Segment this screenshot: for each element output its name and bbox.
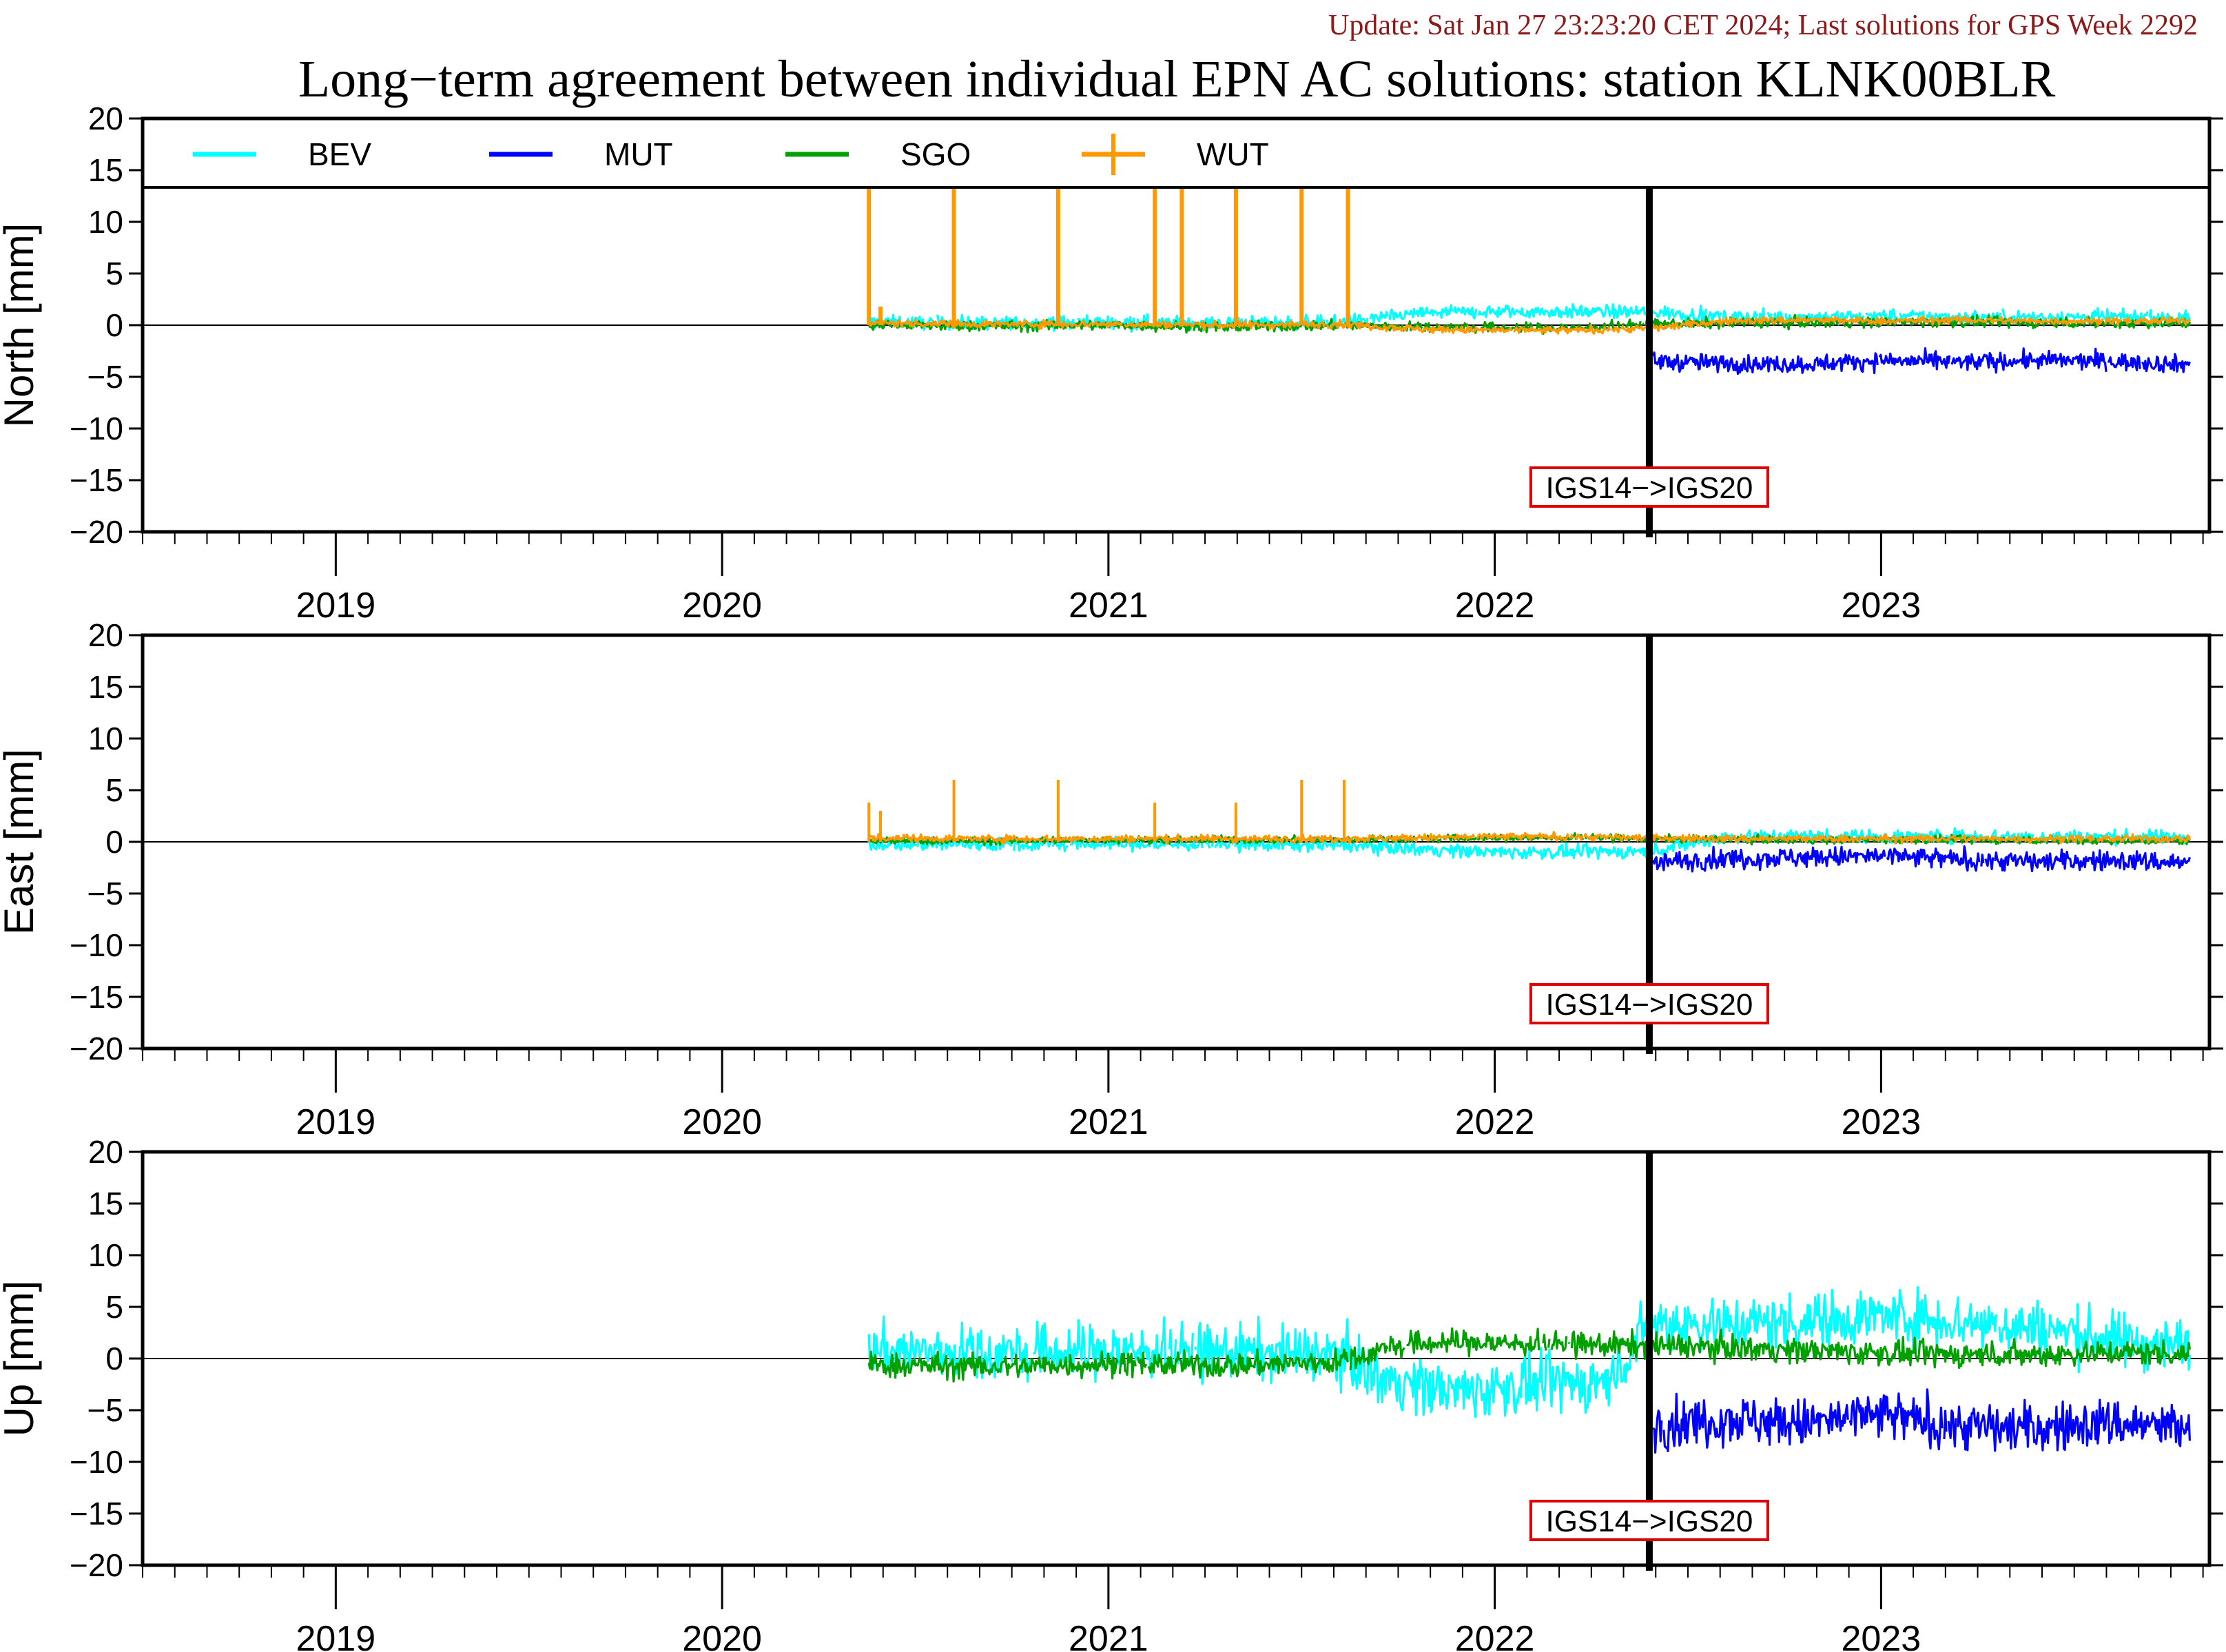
x-tick-label: 2020 bbox=[682, 586, 762, 626]
y-axis-label: Up [mm] bbox=[0, 1281, 42, 1437]
series-group bbox=[867, 780, 2192, 873]
x-tick-label: 2019 bbox=[296, 586, 376, 626]
y-axis-label: North [mm] bbox=[0, 223, 42, 428]
y-tick-label: 15 bbox=[88, 152, 123, 188]
legend-label-sgo: SGO bbox=[900, 136, 971, 172]
y-tick-label: 5 bbox=[105, 772, 123, 808]
y-tick-label: 10 bbox=[88, 721, 123, 756]
chart-title: Long−term agreement between individual E… bbox=[298, 50, 2056, 108]
annotation-box bbox=[1529, 1500, 1769, 1541]
series-group bbox=[867, 1286, 2192, 1454]
panel-3: IGS14−>IGS20 20 15 10 5 0 −5 −10 −15 −20 Up [mm] 20… bbox=[0, 1134, 2223, 1652]
x-tick-label: 2021 bbox=[1069, 1102, 1148, 1142]
y-tick-label: −20 bbox=[70, 514, 123, 550]
x-tick-label: 2020 bbox=[682, 1619, 762, 1652]
y-tick-label: −10 bbox=[70, 411, 123, 446]
x-tick-label: 2023 bbox=[1842, 1619, 1921, 1652]
series-line-sgo bbox=[867, 1327, 2192, 1383]
x-tick-label: 2023 bbox=[1842, 1102, 1921, 1142]
y-tick-label: −20 bbox=[70, 1547, 123, 1583]
legend-label-wut: WUT bbox=[1197, 136, 1269, 172]
y-tick-label: 5 bbox=[105, 1289, 123, 1325]
legend-label-mut: MUT bbox=[604, 136, 673, 172]
y-tick-label: 0 bbox=[105, 307, 123, 343]
y-tick-label: −10 bbox=[70, 1444, 123, 1480]
y-tick-label: 20 bbox=[88, 1134, 123, 1170]
annotation-box bbox=[1529, 983, 1769, 1024]
y-tick-label: −10 bbox=[70, 927, 123, 963]
y-axis-label: East [mm] bbox=[0, 749, 42, 935]
legend-bg bbox=[143, 118, 2209, 187]
panel-1: IGS14−>IGS20 BEV MUT SGO WUT 20 15 10 5 0 −5 −10 −15… bbox=[0, 101, 2223, 626]
y-tick-label: −5 bbox=[87, 1392, 123, 1428]
annotation-label: IGS14−>IGS20 bbox=[1545, 471, 1753, 505]
series-line-bev bbox=[867, 827, 2191, 860]
series-line-mut bbox=[1652, 1388, 2191, 1454]
y-tick-label: 15 bbox=[88, 1186, 123, 1221]
annotation-label: IGS14−>IGS20 bbox=[1545, 1505, 1753, 1538]
y-tick-label: −15 bbox=[70, 462, 123, 498]
legend-label-bev: BEV bbox=[308, 136, 371, 172]
series-line-mut bbox=[1651, 845, 2191, 873]
y-tick-label: 20 bbox=[88, 617, 123, 653]
y-tick-label: −5 bbox=[87, 876, 123, 911]
y-tick-label: 10 bbox=[88, 204, 123, 240]
x-tick-label: 2023 bbox=[1842, 586, 1921, 626]
y-tick-label: 0 bbox=[105, 1341, 123, 1376]
x-tick-label: 2022 bbox=[1455, 1619, 1535, 1652]
x-tick-label: 2019 bbox=[296, 1619, 376, 1652]
update-text: Update: Sat Jan 27 23:23:20 CET 2024; La… bbox=[1328, 10, 2198, 41]
y-tick-label: 20 bbox=[88, 101, 123, 136]
x-tick-label: 2022 bbox=[1455, 586, 1535, 626]
x-tick-label: 2021 bbox=[1069, 586, 1148, 626]
y-tick-label: −15 bbox=[70, 1496, 123, 1531]
x-tick-label: 2022 bbox=[1455, 1102, 1535, 1142]
series-line-wut bbox=[867, 831, 2192, 845]
y-tick-label: −5 bbox=[87, 359, 123, 395]
panels: IGS14−>IGS20 BEV MUT SGO WUT 20 15 10 5 0 −5 −10 −15… bbox=[0, 101, 2223, 1652]
series-line-wut bbox=[867, 314, 2191, 335]
y-tick-label: −20 bbox=[70, 1031, 123, 1066]
annotation-box bbox=[1529, 466, 1769, 508]
y-tick-label: 0 bbox=[105, 824, 123, 860]
x-tick-label: 2019 bbox=[296, 1102, 376, 1142]
y-tick-label: 10 bbox=[88, 1237, 123, 1273]
x-tick-label: 2020 bbox=[682, 1102, 762, 1142]
y-tick-label: 15 bbox=[88, 669, 123, 705]
y-tick-label: 5 bbox=[105, 256, 123, 291]
panel-2: IGS14−>IGS20 20 15 10 5 0 −5 −10 −15 −20 East [mm]… bbox=[0, 617, 2223, 1142]
annotation-label: IGS14−>IGS20 bbox=[1545, 988, 1753, 1022]
x-tick-label: 2021 bbox=[1069, 1619, 1148, 1652]
series-line-mut bbox=[1651, 347, 2191, 375]
y-tick-label: −15 bbox=[70, 979, 123, 1015]
